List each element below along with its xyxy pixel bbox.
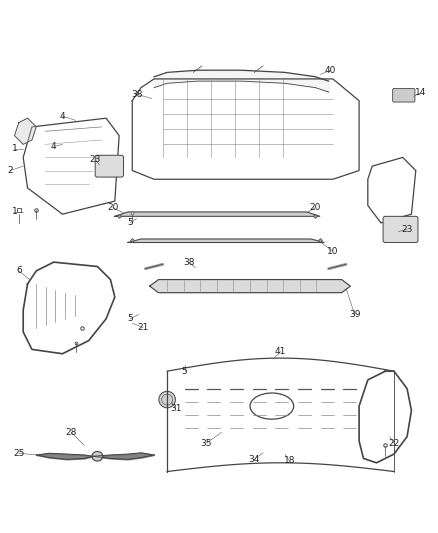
Text: 5: 5 (127, 314, 133, 324)
Text: 21: 21 (137, 323, 148, 332)
Text: 41: 41 (274, 347, 286, 356)
FancyBboxPatch shape (95, 155, 123, 177)
Text: 28: 28 (65, 428, 77, 437)
Text: 35: 35 (200, 439, 212, 448)
Text: 10: 10 (326, 247, 338, 256)
Text: 1: 1 (11, 207, 18, 216)
Text: 14: 14 (413, 88, 425, 98)
Text: 1: 1 (11, 144, 18, 153)
Polygon shape (115, 212, 319, 216)
Text: 25: 25 (13, 449, 25, 458)
Text: 40: 40 (324, 66, 336, 75)
Text: 20: 20 (309, 203, 321, 212)
FancyBboxPatch shape (382, 216, 417, 243)
Polygon shape (14, 118, 36, 144)
Text: 31: 31 (170, 404, 181, 413)
Text: 5: 5 (127, 219, 133, 228)
Text: 4: 4 (51, 142, 57, 151)
Text: 18: 18 (283, 456, 294, 465)
Text: 38: 38 (131, 90, 142, 99)
Polygon shape (149, 280, 350, 293)
Polygon shape (127, 239, 323, 243)
Ellipse shape (92, 451, 102, 461)
FancyBboxPatch shape (392, 88, 414, 102)
Text: 39: 39 (348, 310, 360, 319)
Ellipse shape (159, 391, 175, 408)
Text: 20: 20 (107, 203, 118, 212)
Text: 23: 23 (400, 225, 412, 234)
Text: 38: 38 (183, 257, 194, 266)
Text: 5: 5 (181, 367, 187, 376)
Text: 22: 22 (388, 439, 399, 448)
Text: 23: 23 (89, 155, 101, 164)
Text: 34: 34 (248, 455, 259, 464)
Text: 2: 2 (7, 166, 13, 175)
Text: 6: 6 (16, 266, 21, 276)
Text: 4: 4 (60, 111, 65, 120)
